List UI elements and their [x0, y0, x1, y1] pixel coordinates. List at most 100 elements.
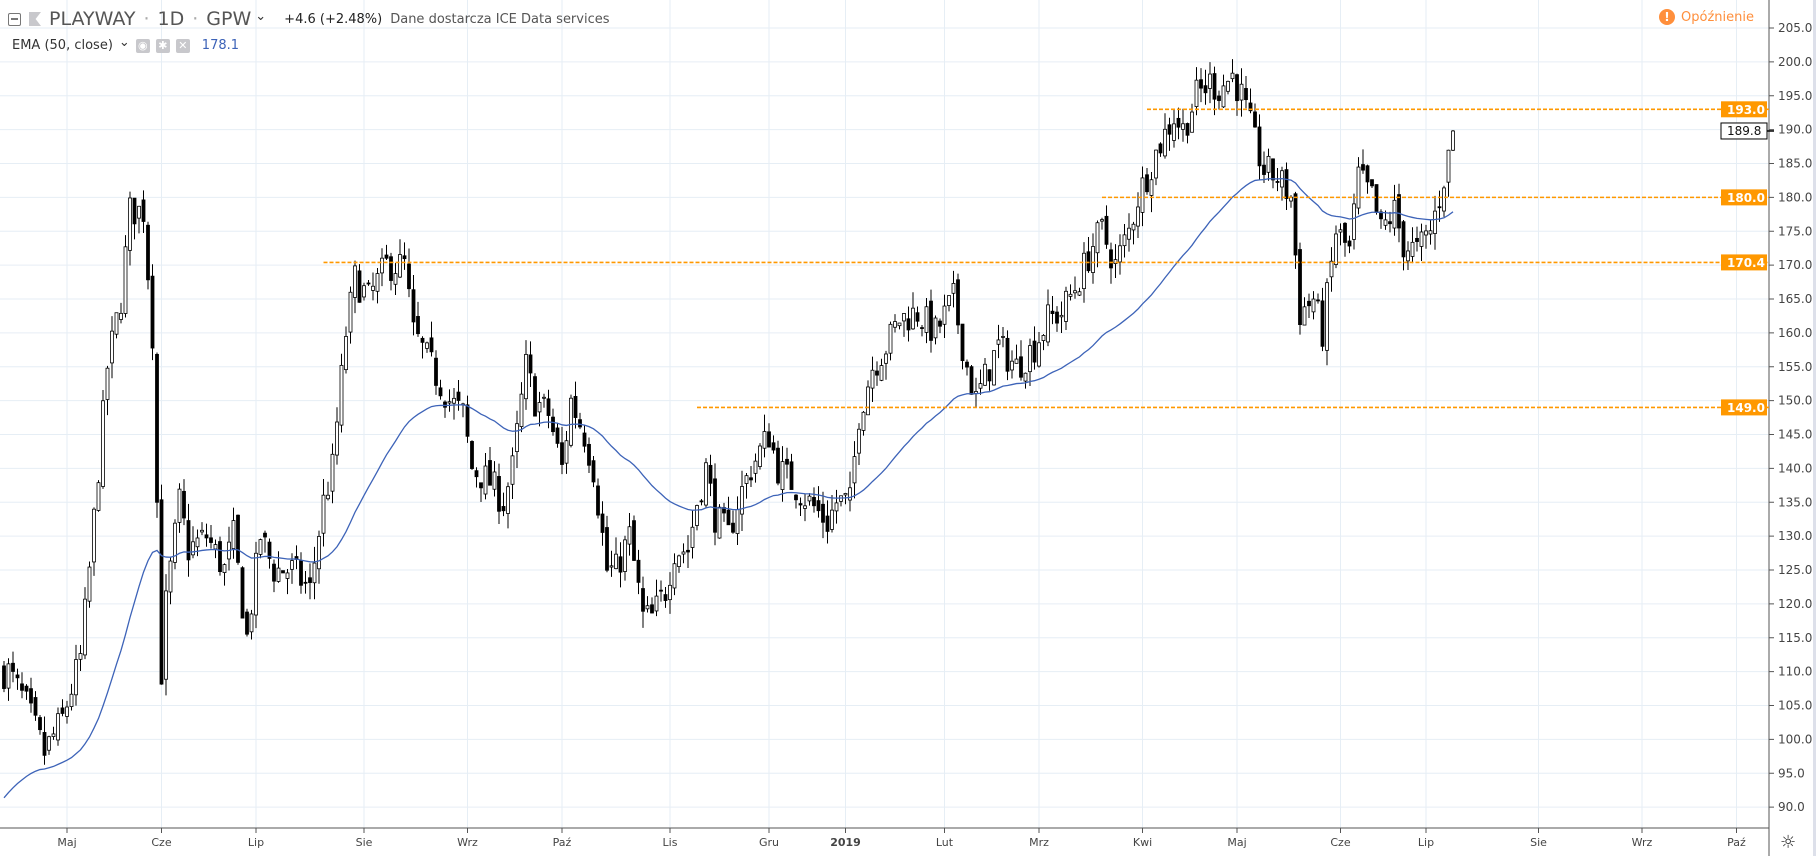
- candle: [110, 316, 114, 379]
- candle: [272, 559, 276, 593]
- candle: [843, 492, 848, 505]
- candle: [776, 440, 780, 486]
- candle: [69, 683, 74, 711]
- y-tick-label: 170.0: [1778, 258, 1812, 272]
- candle: [159, 484, 164, 685]
- close-icon[interactable]: ✕: [175, 38, 190, 53]
- chevron-down-icon[interactable]: ⌄: [255, 8, 267, 24]
- y-tick-label: 95.0: [1778, 766, 1805, 780]
- candle-body: [771, 442, 776, 451]
- candle-body: [960, 323, 965, 362]
- candle-body: [1226, 80, 1230, 92]
- candle-body: [213, 544, 218, 550]
- candle-body: [812, 497, 816, 507]
- candle: [789, 453, 794, 490]
- exchange[interactable]: GPW: [206, 8, 252, 30]
- candle-body: [1059, 314, 1064, 318]
- candle: [123, 235, 128, 318]
- candle: [1451, 130, 1455, 151]
- y-tick-label: 135.0: [1778, 495, 1812, 509]
- candle-body: [308, 577, 312, 583]
- candle: [1055, 306, 1059, 332]
- candle: [785, 447, 789, 479]
- candle-body: [1194, 79, 1199, 107]
- candle-body: [65, 706, 69, 717]
- candle: [456, 380, 461, 411]
- collapse-icon[interactable]: [8, 12, 21, 26]
- candle-body: [299, 560, 303, 586]
- candle-body: [1262, 164, 1266, 175]
- candle: [2, 661, 6, 693]
- candle: [209, 525, 213, 549]
- candle: [1122, 224, 1127, 258]
- candle-body: [497, 476, 501, 512]
- candle-body: [1401, 221, 1406, 258]
- candle: [893, 314, 897, 333]
- candle-body: [168, 560, 173, 593]
- candle: [186, 503, 191, 577]
- flag-icon[interactable]: [29, 12, 41, 26]
- candle: [560, 426, 564, 475]
- x-tick-label: Wrz: [1632, 836, 1653, 849]
- candle-body: [690, 526, 695, 548]
- candle-body: [1019, 356, 1023, 378]
- chevron-down-icon[interactable]: ⌄: [118, 35, 130, 50]
- ema-label[interactable]: EMA (50, close): [12, 38, 113, 53]
- candle-body: [281, 570, 285, 574]
- candle-body: [1275, 181, 1280, 183]
- candle-body: [240, 567, 245, 619]
- candle: [672, 553, 677, 596]
- candle: [105, 365, 110, 416]
- candle: [816, 486, 821, 518]
- candle-body: [1334, 233, 1338, 265]
- candle: [762, 414, 767, 458]
- candle: [465, 395, 470, 443]
- candle: [591, 456, 596, 488]
- candle-body: [69, 693, 74, 707]
- candle-body: [1055, 311, 1059, 324]
- candle: [609, 550, 614, 577]
- symbol-name[interactable]: PLAYWAY: [49, 8, 136, 30]
- candle: [380, 248, 384, 287]
- candle-body: [339, 364, 344, 426]
- candle-body: [470, 441, 474, 469]
- y-tick-label: 120.0: [1778, 597, 1812, 611]
- candle-body: [1428, 230, 1433, 235]
- settings-icon[interactable]: ☼: [1780, 832, 1797, 853]
- candle: [641, 576, 645, 628]
- candle: [1361, 149, 1365, 174]
- eye-icon[interactable]: ◉: [135, 38, 150, 53]
- candle-body: [915, 312, 920, 322]
- candle: [632, 515, 636, 561]
- candle-body: [87, 566, 92, 602]
- candle-body: [1316, 299, 1320, 302]
- candle-body: [1041, 335, 1046, 341]
- separator: ·: [143, 8, 150, 30]
- x-tick-label: Maj: [57, 836, 76, 849]
- candle-body: [618, 556, 623, 573]
- y-tick-label: 145.0: [1778, 428, 1812, 442]
- y-tick-label: 110.0: [1778, 665, 1812, 679]
- candle: [1010, 350, 1014, 379]
- candle-body: [1284, 169, 1289, 199]
- candle: [1433, 195, 1437, 250]
- candle-body: [1338, 229, 1343, 233]
- gear-icon[interactable]: ✱: [155, 38, 170, 53]
- candle-body: [866, 386, 870, 416]
- candle: [969, 364, 974, 395]
- candle: [1226, 80, 1230, 95]
- candle-body: [191, 541, 195, 556]
- candle: [231, 507, 236, 559]
- delay-badge[interactable]: ! Opóźnienie: [1659, 9, 1754, 25]
- candle: [227, 526, 231, 571]
- candle: [605, 515, 609, 573]
- candle: [1221, 74, 1226, 109]
- candle-body: [506, 486, 510, 514]
- candle-body: [1028, 345, 1032, 373]
- candle-body: [1266, 155, 1271, 173]
- candle: [614, 537, 618, 570]
- candle-body: [546, 398, 551, 416]
- interval[interactable]: 1D: [157, 8, 185, 30]
- candle: [929, 289, 933, 353]
